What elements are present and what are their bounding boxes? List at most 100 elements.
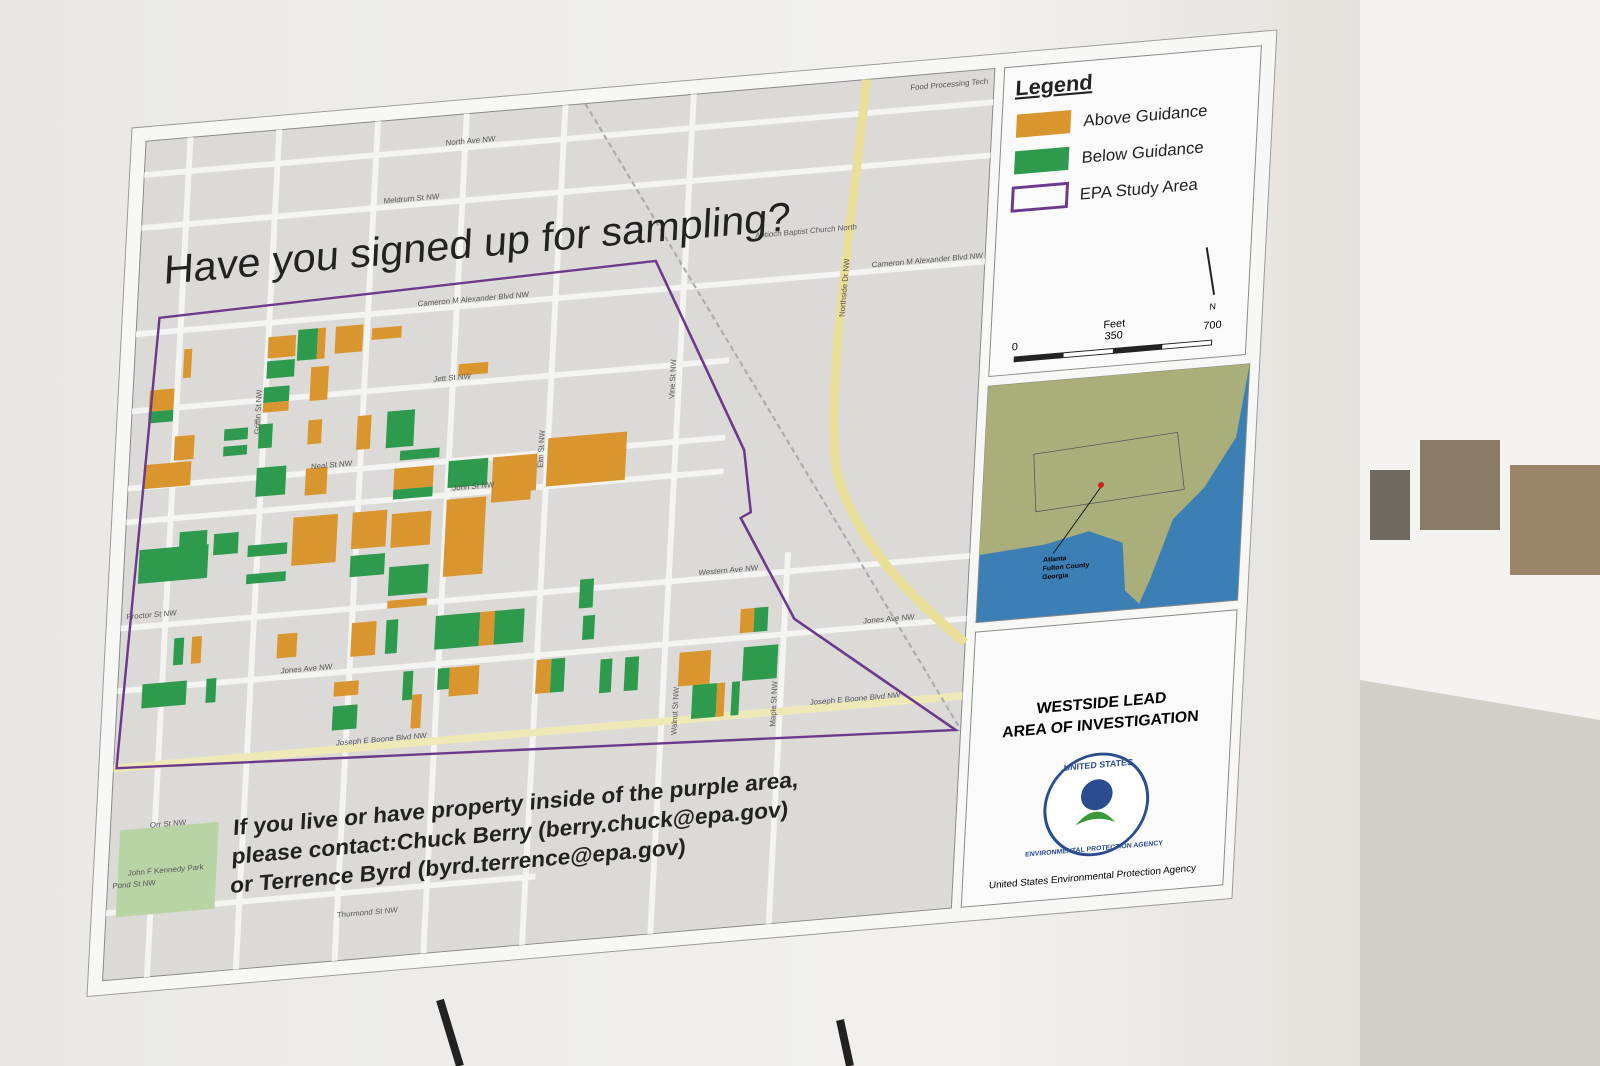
- parcel-below: [549, 657, 566, 693]
- parcel-below: [223, 444, 248, 457]
- parcel-below: [447, 457, 489, 489]
- inset-pointer: [1052, 486, 1102, 554]
- legend-swatch: [1015, 110, 1072, 138]
- parcel-below: [141, 680, 187, 709]
- street-label: Orr St NW: [150, 818, 187, 830]
- parcel-below: [257, 423, 273, 449]
- scale-tick: 700: [1203, 319, 1222, 332]
- parcel-above: [393, 465, 434, 490]
- street: [117, 615, 967, 695]
- wall-picture: [1420, 440, 1500, 530]
- parcel-above: [262, 400, 289, 413]
- legend-swatch: [1013, 146, 1070, 175]
- inset-marker: [1098, 482, 1104, 488]
- street-label: Maple St NW: [768, 680, 779, 727]
- inset-label: Georgia: [1042, 572, 1069, 581]
- inset-land: [979, 363, 1250, 604]
- parcel-above: [490, 489, 531, 503]
- parcel-above: [535, 658, 552, 694]
- north-label: N: [1209, 301, 1216, 311]
- poster-board: North Ave NW Meldrum St NW Cameron M Ale…: [86, 29, 1278, 998]
- parcel-below: [582, 614, 596, 640]
- street: [647, 94, 697, 935]
- parcel-above: [333, 680, 359, 697]
- street-label: Walnut St NW: [669, 686, 681, 735]
- parcel-below: [384, 619, 399, 654]
- floor: [1360, 680, 1600, 1066]
- parcel-below: [623, 656, 640, 692]
- parcel-above: [142, 461, 192, 490]
- street-label: John St NW: [452, 480, 495, 493]
- parcel-above: [410, 694, 423, 729]
- parcel-above: [307, 419, 323, 445]
- boulevard: [113, 691, 963, 773]
- railroad: [584, 103, 962, 731]
- parcel-below: [148, 409, 174, 424]
- parcel-below: [172, 637, 185, 666]
- street: [519, 105, 569, 946]
- street: [141, 152, 991, 231]
- parcel-below: [178, 529, 208, 557]
- street-label: Pond St NW: [112, 878, 156, 891]
- study-area-outline: [115, 259, 960, 770]
- parcel-below: [598, 658, 613, 694]
- street: [120, 552, 970, 632]
- parcel-above: [715, 682, 726, 717]
- parcel-below: [753, 606, 769, 633]
- parcel-above: [491, 453, 538, 495]
- parcel-below: [690, 683, 718, 720]
- street-label: North Ave NW: [445, 134, 496, 147]
- parcel-above: [190, 635, 202, 664]
- parcel-below: [205, 677, 217, 703]
- parcel-above: [173, 434, 195, 461]
- parcel-below: [296, 328, 319, 361]
- street-label: Elm St NW: [536, 429, 547, 468]
- parcel-below: [578, 578, 595, 609]
- parcel-above: [545, 431, 628, 487]
- state-lines: [1033, 431, 1185, 513]
- parcel-below: [349, 553, 386, 578]
- north-arrow: [1205, 247, 1216, 296]
- parcel-above: [291, 513, 339, 566]
- parcel-above: [350, 509, 388, 550]
- parcel-below: [730, 681, 741, 716]
- parcel-above: [350, 621, 377, 657]
- scale-bar-segment: [1112, 344, 1163, 354]
- parcel-above: [267, 334, 297, 359]
- parcel-above: [309, 365, 329, 402]
- parcel-above: [739, 607, 755, 634]
- easel-leg: [836, 1019, 854, 1066]
- street-label: Neal St NW: [311, 459, 353, 471]
- park: [115, 821, 219, 918]
- parcel-below: [247, 542, 288, 558]
- street: [144, 99, 994, 178]
- parcel-above: [182, 348, 193, 379]
- parcel-below: [392, 486, 433, 500]
- parcel-above: [442, 496, 487, 577]
- street-label: Griffin St NW: [253, 389, 264, 435]
- parcel-above: [316, 327, 327, 360]
- parcel-below: [245, 571, 286, 585]
- parcel-below: [263, 385, 290, 404]
- parcel-below: [387, 563, 429, 597]
- parcel-above: [356, 414, 372, 450]
- wall-picture: [1510, 465, 1600, 575]
- easel-leg: [436, 998, 464, 1066]
- parcel-below: [255, 465, 287, 497]
- parcel-above: [448, 665, 480, 697]
- inset-label: Fulton County: [1042, 562, 1089, 573]
- parcel-above: [334, 324, 364, 354]
- parcel-above: [677, 650, 712, 687]
- street: [131, 357, 730, 415]
- parcel-above: [458, 361, 489, 376]
- parcel-above: [304, 466, 328, 496]
- parcel-below: [331, 704, 358, 731]
- parcel-above: [478, 610, 496, 646]
- parcel-below: [434, 612, 481, 650]
- inset-label: Atlanta: [1043, 555, 1067, 564]
- legend-swatch: [1010, 181, 1070, 213]
- parcel-below: [223, 427, 249, 442]
- parcel-below: [213, 531, 239, 556]
